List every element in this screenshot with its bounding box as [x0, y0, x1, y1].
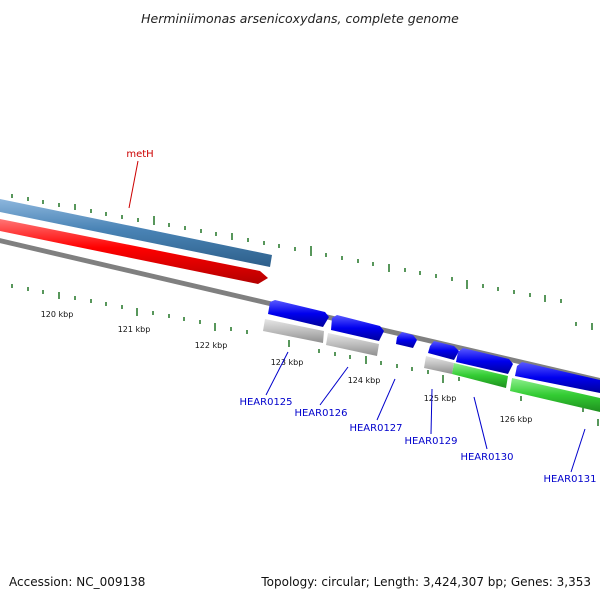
gene-arrow-hear0127[interactable]	[396, 332, 417, 348]
red-feature-track	[0, 219, 268, 284]
inner-tick-row	[11, 284, 599, 426]
kbp-label: 121 kbp	[118, 325, 151, 334]
gene-label-hear0127[interactable]: HEAR0127	[349, 423, 402, 434]
gene-bar-gray-1[interactable]	[263, 319, 324, 343]
gene-bar-gray-2[interactable]	[326, 333, 379, 356]
accession-text: Accession: NC_009138	[9, 575, 145, 589]
kbp-label: 124 kbp	[348, 376, 381, 385]
forward-gene-track	[268, 300, 600, 393]
kbp-label: 125 kbp	[424, 394, 457, 403]
gene-label-hear0125[interactable]: HEAR0125	[239, 397, 292, 408]
kbp-label: 122 kbp	[195, 341, 228, 350]
gene-arrow-hear0129[interactable]	[428, 341, 459, 360]
gene-bar-gray-3[interactable]	[424, 356, 454, 374]
gene-labels: HEAR0125 HEAR0126 HEAR0127 HEAR0129 HEAR…	[239, 397, 596, 485]
gene-arrow-hear0131[interactable]	[515, 362, 600, 393]
kbp-label: 120 kbp	[41, 310, 74, 319]
map-title: Herminiimonas arsenicoxydans, complete g…	[141, 11, 459, 26]
gene-bar-green-1[interactable]	[452, 363, 508, 388]
kbp-scale: 120 kbp 121 kbp 122 kbp 123 kbp 124 kbp …	[41, 310, 533, 424]
outer-tick-row	[11, 194, 593, 330]
reverse-gene-track	[263, 319, 600, 412]
gene-bar-green-2[interactable]	[510, 378, 600, 412]
gene-arrow-hear0126[interactable]	[331, 315, 384, 341]
kbp-label: 123 kbp	[271, 358, 304, 367]
gene-arrow-hear0125[interactable]	[268, 300, 329, 327]
gene-arrow-hear0130[interactable]	[456, 348, 513, 374]
feature-pointer-meth	[128, 160, 139, 209]
gene-pointers	[265, 351, 586, 473]
kbp-label: 126 kbp	[500, 415, 533, 424]
gene-label-hear0130[interactable]: HEAR0130	[460, 452, 513, 463]
blue-feature-track	[0, 199, 272, 267]
genome-summary-text: Topology: circular; Length: 3,424,307 bp…	[260, 575, 591, 589]
feature-label-meth: metH	[126, 149, 153, 160]
gene-label-hear0126[interactable]: HEAR0126	[294, 408, 347, 419]
gene-label-hear0131[interactable]: HEAR0131	[543, 474, 596, 485]
gene-label-hear0129[interactable]: HEAR0129	[404, 436, 457, 447]
